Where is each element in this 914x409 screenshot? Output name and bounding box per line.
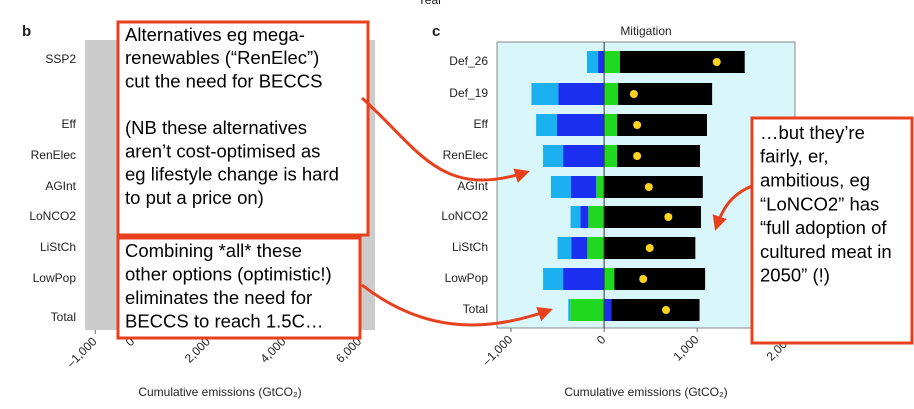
y-tick-label: AGInt [457,179,488,193]
annotation-text: Alternatives eg mega- [125,24,305,45]
bar-segment [580,206,589,228]
arrow [360,96,530,183]
annotation-text: 2050” (!) [760,265,830,286]
y-tick-label: LoNCO2 [441,209,488,223]
marker-dot [629,90,638,98]
bar-segment [536,114,558,136]
y-tick-label: Def_26 [449,54,488,68]
bar-segment [614,268,706,290]
bar-segment [571,237,588,259]
bar-segment [618,83,713,105]
annotation-text: …but they’re [760,122,865,143]
bar-segment [570,299,605,321]
annotation-text: aren’t cost-optimised as [125,140,320,161]
bar-segment [617,145,701,167]
y-tick-label: Def_19 [449,86,488,100]
bar-segment [563,268,605,290]
panel-c: c Mitigation Def_26 Def_19 Eff RenElec AGInt Lo… [432,23,796,399]
annotation-text: Combining *all* these [125,240,302,261]
bar-segment [604,51,620,73]
annotation-text: ambitious, eg [760,169,870,190]
y-tick-label: SSP2 [45,52,76,66]
y-tick-label: Total [463,302,488,316]
x-tick-label: 1,000 [670,332,701,363]
bar-segment [604,206,701,228]
marker-dot [645,244,654,252]
annotation-text: eg lifestyle change is hard [125,164,339,185]
annotation-text: fairly, er, [760,146,829,167]
axis-top-label: Year [418,0,442,7]
marker-dot [633,152,642,160]
y-tick-label: LowPop [33,271,77,285]
chart-title: Mitigation [620,24,671,38]
bar-segment [611,299,700,321]
bar-segment [588,206,605,228]
bar-segment [570,206,581,228]
panel-letter: b [22,23,31,40]
y-tick-label: Total [51,310,76,324]
bar-segment [619,51,745,73]
y-tick-label: Eff [62,117,77,131]
y-tick-label: LoNCO2 [29,209,76,223]
annotation-text: renewables (“RenElec”) [125,47,319,68]
marker-dot [639,275,648,283]
annotation-text: other options (optimistic!) [125,263,332,284]
y-tick-label: AGInt [45,179,76,193]
bar-segment [543,268,564,290]
bar-segment [571,176,597,198]
x-axis-label: Cumulative emissions (GtCO₂) [138,385,301,399]
annotation-box [750,116,914,345]
annotation-text: BECCS to reach 1.5C… [125,310,323,331]
bar-segment [586,51,599,73]
annotation-text: “full adoption of [760,217,887,238]
y-tick-label: RenElec [443,148,488,162]
bar-segment [557,114,605,136]
bar-segment [604,268,615,290]
bar-segment [587,237,605,259]
bar-segment [617,114,707,136]
annotation-text: cut the need for BECCS [125,70,322,91]
bar-segment [604,299,612,321]
marker-dot [712,58,721,66]
x-tick-label: 0 [594,332,609,347]
marker-dot [664,213,673,221]
bar-segment [551,176,572,198]
y-tick-label: RenElec [31,148,76,162]
bar-segment [563,145,605,167]
annotation-text: cultured meat in [760,241,892,262]
marker-dot [662,306,671,314]
bar-segment [596,176,605,198]
bar-segment [598,51,605,73]
y-tick-label: LiStCh [40,240,76,254]
bar-segment [604,176,703,198]
annotation-text: “LoNCO2” has [760,193,879,214]
annotation-box [116,20,370,237]
y-tick-label: LowPop [445,271,489,285]
bar-segment [543,145,564,167]
x-tick-label: –1,000 [479,332,515,368]
y-tick-label: LiStCh [452,240,488,254]
annotation-box [116,236,362,340]
annotation-text: (NB these alternatives [125,117,307,138]
panel-letter: c [432,23,440,40]
annotations: Alternatives eg mega-renewables (“RenEle… [116,20,914,345]
x-axis-label: Cumulative emissions (GtCO₂) [564,385,727,399]
y-tick-label: Eff [474,117,489,131]
bar-segment [558,83,605,105]
bar-segment [568,299,571,321]
x-tick-label: –1,000 [64,334,100,370]
bar-segment [557,237,572,259]
annotation-text: to put a price on) [125,187,264,208]
bar-segment [604,114,618,136]
annotation-text: eliminates the need for [125,287,312,308]
arrow [712,184,753,231]
arrow [361,283,553,327]
bar-segment [604,83,619,105]
bar-segment [604,145,618,167]
marker-dot [633,121,642,129]
marker-dot [644,183,653,191]
bar-segment [531,83,559,105]
